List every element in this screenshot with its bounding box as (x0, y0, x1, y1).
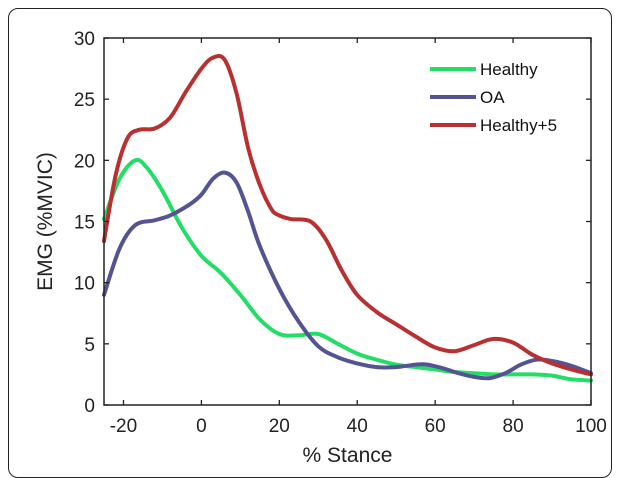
x-axis-title: % Stance (303, 444, 393, 467)
plot-area (104, 38, 591, 405)
y-tick-label: 10 (74, 274, 95, 295)
series-layer (102, 54, 593, 383)
y-axis-title: EMG (%MVIC) (34, 152, 57, 291)
y-tick-label: 0 (84, 396, 95, 417)
legend: Healthy OA Healthy+5 (430, 60, 557, 135)
x-tick-label: 20 (269, 416, 290, 437)
series-line-healthy-5 (102, 54, 593, 377)
y-tick-label: 15 (74, 213, 95, 234)
series-line-oa (102, 170, 593, 381)
legend-label-oa: OA (480, 88, 505, 107)
x-tick-label: 0 (196, 416, 207, 437)
x-tick-label: 60 (425, 416, 446, 437)
x-tick-label: 100 (575, 416, 607, 437)
series-line-healthy (102, 157, 593, 383)
y-tick-label: 20 (74, 151, 95, 172)
x-tick-label: 80 (503, 416, 524, 437)
legend-label-healthy: Healthy (480, 60, 538, 79)
legend-label-healthy-5: Healthy+5 (480, 116, 557, 135)
x-tick-label: -20 (110, 416, 137, 437)
plot-background (104, 38, 591, 405)
y-tick-label: 5 (84, 335, 95, 356)
axes-layer: -20 0 20 40 60 80 100 0 5 10 15 20 25 30 (74, 29, 607, 437)
y-tick-label: 30 (74, 29, 95, 50)
y-tick-label: 25 (74, 90, 95, 111)
x-tick-label: 40 (347, 416, 368, 437)
